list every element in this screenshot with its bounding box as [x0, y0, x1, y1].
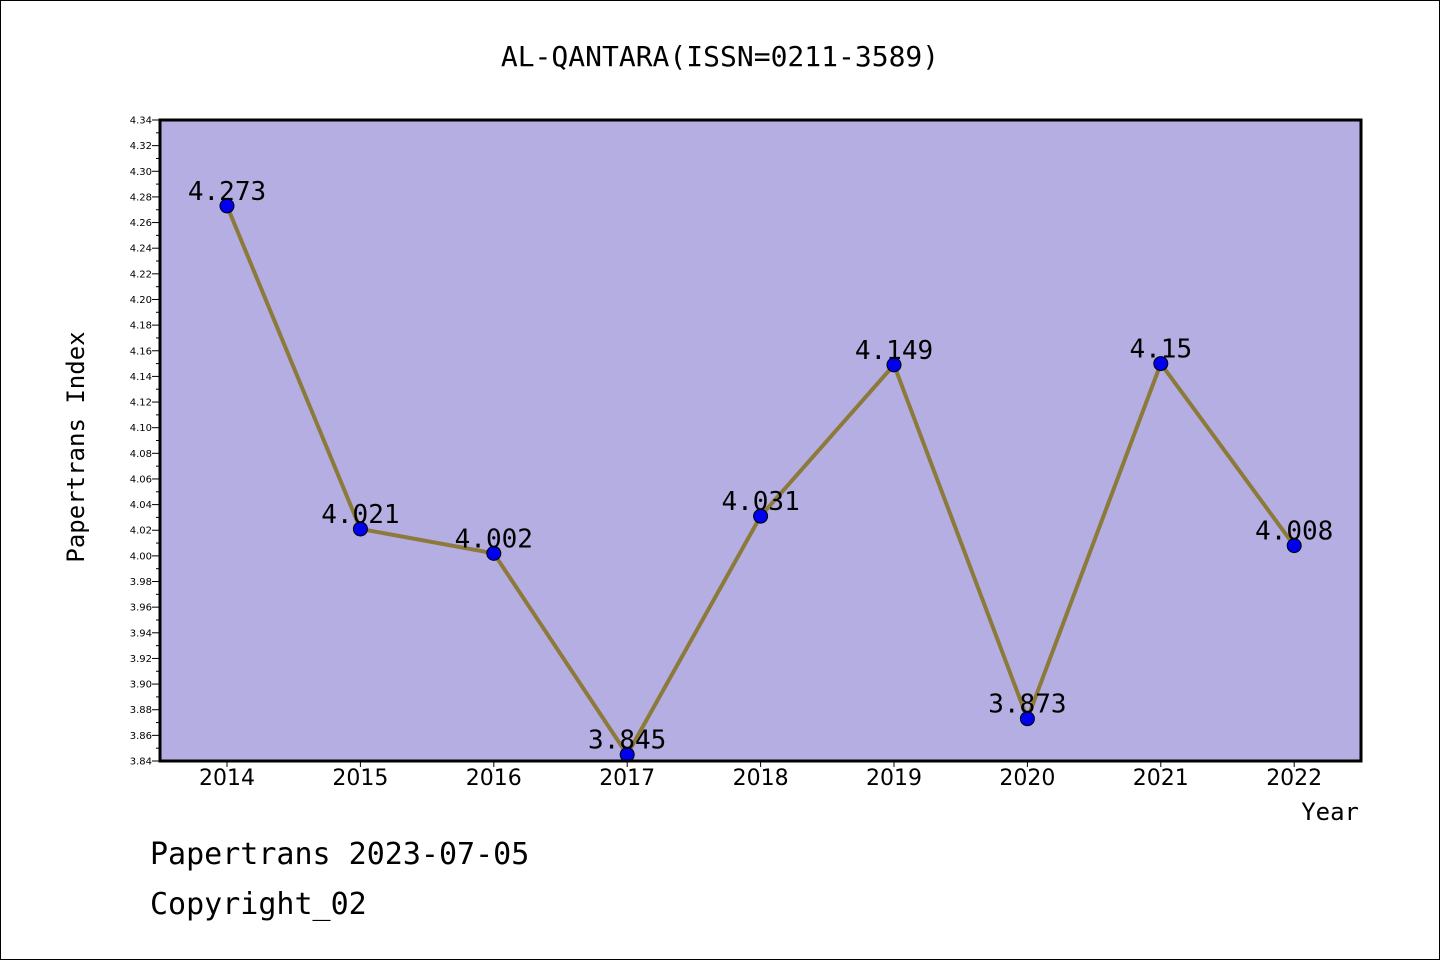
data-label-2015: 4.021 [321, 500, 399, 530]
x-tick-label-2018: 2018 [733, 766, 789, 791]
y-tick-label-4.14: 4.14 [130, 372, 152, 383]
y-tick-label-4.26: 4.26 [130, 218, 152, 229]
data-label-2014: 4.273 [188, 177, 266, 207]
y-tick-label-4.24: 4.24 [130, 244, 152, 255]
x-tick-label-2017: 2017 [599, 766, 655, 791]
y-tick-label-4.00: 4.00 [130, 551, 152, 562]
x-tick-label-2015: 2015 [332, 766, 388, 791]
y-tick-label-4.20: 4.20 [130, 295, 152, 306]
y-tick-label-3.92: 3.92 [130, 654, 152, 665]
plot-area [160, 120, 1361, 761]
x-axis-label: Year [1301, 798, 1359, 826]
y-tick-label-3.96: 3.96 [130, 603, 152, 614]
y-tick-label-3.90: 3.90 [130, 680, 152, 691]
chart-title: AL-QANTARA(ISSN=0211-3589) [501, 40, 939, 73]
data-point-2020 [1019, 711, 1035, 727]
data-label-2017: 3.845 [588, 726, 666, 756]
y-tick-label-4.18: 4.18 [130, 321, 152, 332]
x-tick-label-2022: 2022 [1266, 766, 1322, 791]
data-label-2019: 4.149 [855, 336, 933, 366]
data-point-2016 [486, 545, 502, 561]
data-label-2020: 3.873 [988, 690, 1066, 720]
y-tick-label-4.08: 4.08 [130, 449, 152, 460]
data-label-2021: 4.15 [1129, 335, 1192, 365]
x-tick-label-2020: 2020 [999, 766, 1055, 791]
x-tick-label-2021: 2021 [1133, 766, 1189, 791]
y-tick-label-4.22: 4.22 [130, 269, 152, 280]
y-tick-label-3.84: 3.84 [130, 757, 152, 768]
y-tick-label-3.94: 3.94 [130, 628, 152, 639]
y-tick-label-4.28: 4.28 [130, 192, 152, 203]
x-tick-label-2019: 2019 [866, 766, 922, 791]
data-point-2019 [886, 357, 902, 373]
y-tick-label-4.32: 4.32 [130, 141, 152, 152]
data-point-2018 [753, 508, 769, 524]
y-tick-label-4.10: 4.10 [130, 423, 152, 434]
data-label-2018: 4.031 [721, 487, 799, 517]
y-tick-label-4.12: 4.12 [130, 398, 152, 409]
y-tick-label-4.06: 4.06 [130, 474, 152, 485]
data-label-2016: 4.002 [455, 524, 533, 554]
y-tick-label-4.34: 4.34 [130, 116, 152, 127]
data-point-2015 [352, 521, 368, 537]
footer-date: Papertrans 2023-07-05 [150, 837, 529, 872]
y-tick-label-4.04: 4.04 [130, 500, 152, 511]
y-tick-label-4.02: 4.02 [130, 526, 152, 537]
data-label-2022: 4.008 [1255, 517, 1333, 547]
chart-marks: 3.84 3.86 3.88 3.90 3.92 3.94 3.96 3.98 4.00 4.02… [130, 116, 1334, 792]
data-point-2022 [1286, 538, 1302, 554]
footer-copyright: Copyright_02 [150, 887, 367, 922]
x-tick-label-2016: 2016 [466, 766, 522, 791]
data-point-2021 [1153, 356, 1169, 372]
x-tick-label-2014: 2014 [199, 766, 255, 791]
y-tick-label-3.88: 3.88 [130, 705, 152, 716]
data-point-2014 [219, 198, 235, 214]
y-tick-label-3.86: 3.86 [130, 731, 152, 742]
y-tick-label-3.98: 3.98 [130, 577, 152, 588]
y-tick-label-4.30: 4.30 [130, 167, 152, 178]
y-axis-label: Papertrans Index [62, 331, 90, 562]
plot-frame [158, 118, 1363, 763]
y-tick-label-4.16: 4.16 [130, 346, 152, 357]
